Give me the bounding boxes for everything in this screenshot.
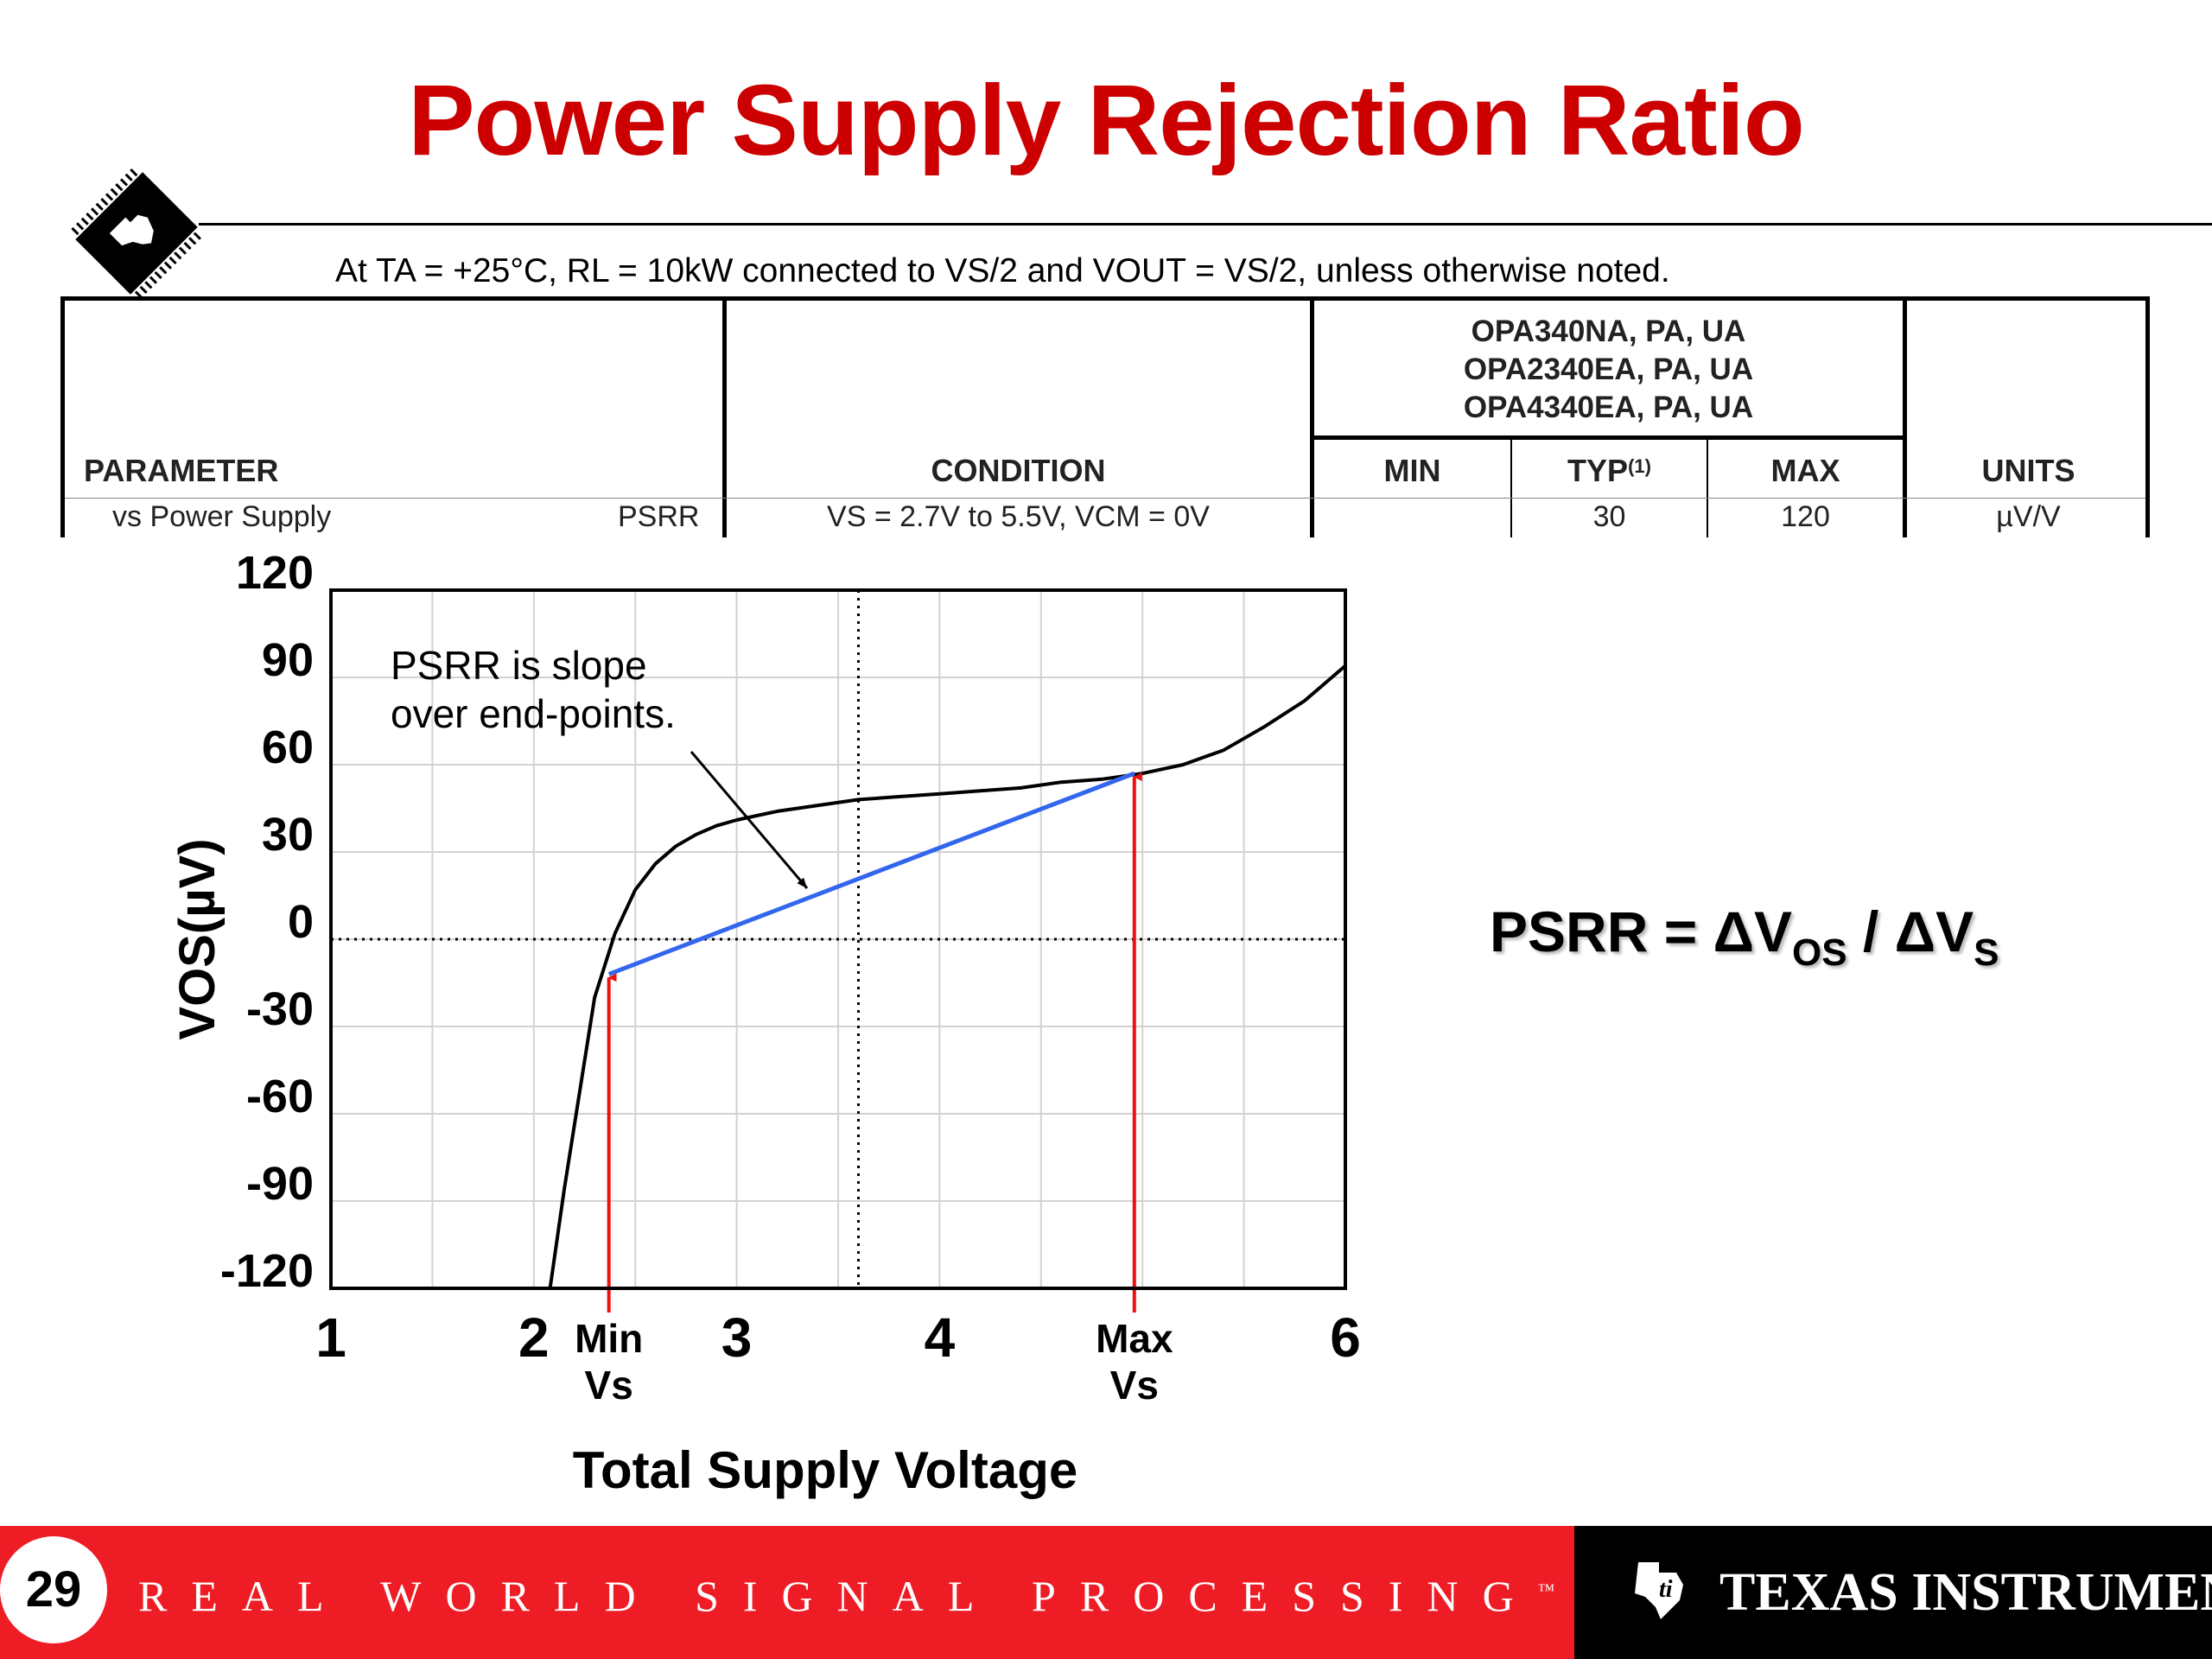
callout-arrow: [690, 751, 809, 889]
y-tick-label: -60: [246, 1071, 314, 1122]
row-typ: 30: [1592, 500, 1626, 533]
y-tick-label: -90: [246, 1158, 314, 1210]
header-units: UNITS: [1981, 453, 2075, 488]
table-divider: [722, 301, 727, 537]
max-vs-label: Max Vs: [1096, 1316, 1173, 1408]
page-number: 29: [0, 1536, 107, 1643]
footer-red-band: [0, 1526, 1574, 1659]
callout-line: PSRR is slope: [391, 643, 647, 688]
max-vs-label-line: Vs: [1110, 1363, 1159, 1408]
ti-chip-logo-icon: [71, 168, 201, 299]
y-tick-label: -30: [246, 983, 314, 1035]
table-divider: [1310, 301, 1314, 537]
x-tick-label: 4: [925, 1306, 956, 1369]
tagline-text: REAL WORLD SIGNAL PROCESSING: [138, 1572, 1538, 1620]
x-tick-label: 2: [518, 1306, 550, 1369]
header-typ-label: TYP: [1567, 453, 1629, 488]
row-condition: VS = 2.7V to 5.5V, VCM = 0V: [827, 500, 1210, 533]
part-number: OPA4340EA, PA, UA: [1463, 391, 1754, 424]
conditions-note: At TA = +25°C, RL = 10kW connected to VS…: [335, 252, 1670, 289]
part-number-group: OPA340NA, PA, UA OPA2340EA, PA, UA OPA43…: [1314, 313, 1903, 427]
formula-sub-s: S: [1974, 931, 1999, 974]
part-number: OPA340NA, PA, UA: [1471, 315, 1746, 348]
y-tick-label: 0: [288, 896, 314, 948]
table-divider: [1510, 439, 1512, 537]
formula-lhs: PSRR = ΔV: [1490, 899, 1793, 963]
header-typ: TYP(1): [1512, 453, 1707, 489]
psrr-slope-line: [607, 771, 1135, 976]
table-divider: [1707, 439, 1708, 537]
tagline-tm: ™: [1537, 1580, 1555, 1600]
header-typ-note: (1): [1628, 455, 1651, 477]
header-min: MIN: [1383, 453, 1441, 488]
x-tick-label: 3: [721, 1306, 753, 1369]
callout-line: over end-points.: [391, 691, 676, 736]
footer-tagline: REAL WORLD SIGNAL PROCESSING™: [138, 1571, 1554, 1621]
min-vs-label-line: Min: [575, 1316, 643, 1361]
formula-sub-os: OS: [1792, 931, 1847, 974]
max-vs-label-line: Max: [1096, 1316, 1173, 1361]
y-tick-label: 60: [262, 721, 314, 773]
x-tick-label: 6: [1330, 1306, 1361, 1369]
row-parameter: vs Power Supply: [112, 500, 332, 533]
min-vs-label-line: Vs: [585, 1363, 633, 1408]
header-rule: [199, 223, 2212, 226]
y-tick-label: 90: [262, 634, 314, 686]
row-max: 120: [1781, 500, 1830, 533]
x-tick-label: 1: [315, 1306, 346, 1369]
vos-curve: [548, 664, 1347, 1289]
row-symbol: PSRR: [618, 500, 700, 533]
table-divider: [1903, 301, 1907, 537]
table-row-rule: [65, 498, 2145, 499]
row-units: µV/V: [1996, 500, 2061, 533]
min-vs-label: Min Vs: [575, 1316, 643, 1408]
part-number: OPA2340EA, PA, UA: [1463, 353, 1754, 386]
table-divider: [1310, 435, 1903, 440]
ti-wordmark: TEXAS INSTRUMENTS: [1719, 1563, 2212, 1622]
svg-text:ti: ti: [1659, 1576, 1673, 1603]
y-tick-label: 120: [236, 547, 314, 599]
spec-table: OPA340NA, PA, UA OPA2340EA, PA, UA OPA43…: [60, 296, 2150, 537]
slide-title: Power Supply Rejection Ratio: [408, 64, 1805, 176]
header-condition: CONDITION: [931, 453, 1106, 488]
x-axis-label: Total Supply Voltage: [573, 1441, 1077, 1499]
formula-mid: / ΔV: [1847, 899, 1974, 963]
y-tick-label: -120: [220, 1245, 314, 1297]
texas-state-logo-icon: ti: [1635, 1562, 1683, 1619]
y-axis-label: VOS(µV): [169, 838, 226, 1039]
callout-text: PSRR is slope over end-points.: [391, 643, 676, 736]
psrr-formula: PSRR = ΔVOS / ΔVS: [1490, 899, 1999, 975]
header-parameter: PARAMETER: [84, 453, 279, 488]
plot-frame: [329, 588, 1347, 1290]
y-tick-label: 30: [262, 809, 314, 861]
header-max: MAX: [1770, 453, 1840, 488]
